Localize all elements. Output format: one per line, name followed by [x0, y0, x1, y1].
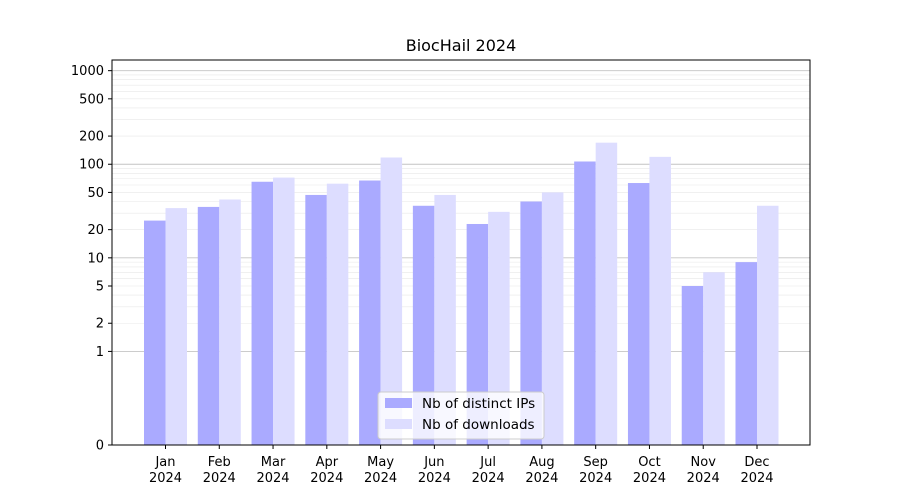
y-tick-label: 100 [79, 158, 104, 173]
x-tick-label-month: Apr [316, 455, 339, 470]
bar-downloads [273, 177, 295, 446]
y-tick-label: 1000 [71, 64, 104, 79]
x-tick-label-year: 2024 [149, 471, 182, 486]
x-tick-label-year: 2024 [740, 471, 773, 486]
legend-swatch-ips [385, 398, 412, 408]
x-tick-label-month: Oct [638, 455, 660, 470]
bar-ips [251, 181, 274, 446]
bar-ips [359, 180, 381, 446]
y-tick-label: 50 [87, 186, 104, 201]
x-tick-label-month: Dec [744, 455, 769, 470]
bars [144, 142, 779, 446]
bar-downloads [541, 192, 564, 445]
x-tick-label-month: Aug [529, 455, 554, 470]
x-tick-label-month: Feb [208, 455, 231, 470]
bar-downloads [326, 183, 349, 445]
bar-downloads [434, 194, 456, 445]
x-tick-label-year: 2024 [256, 471, 289, 486]
legend-swatch-downloads [385, 419, 412, 429]
y-tick-label: 2 [96, 317, 104, 332]
bar-ips [466, 223, 489, 445]
x-tick-label-year: 2024 [579, 471, 612, 486]
bar-ips [627, 183, 650, 446]
bar-ips [144, 220, 166, 445]
bar-ips [520, 201, 542, 445]
bar-downloads [488, 211, 510, 445]
y-tick-label: 500 [79, 92, 104, 107]
bar-ips [574, 161, 596, 445]
chart-title: BiocHail 2024 [406, 36, 517, 55]
plot-frame [111, 59, 811, 446]
bar-downloads [757, 205, 779, 445]
x-tick-label-year: 2024 [687, 471, 720, 486]
bar-downloads [165, 208, 187, 445]
legend: Nb of distinct IPs Nb of downloads [377, 391, 545, 440]
y-tick-label: 1 [96, 345, 104, 360]
x-tick-label-month: Sep [583, 455, 608, 470]
bar-downloads [649, 156, 671, 446]
y-tick-label: 200 [79, 130, 104, 145]
x-tick-label-month: Jul [479, 455, 496, 470]
x-axis: Jan2024Feb2024Mar2024Apr2024May2024Jun20… [149, 445, 774, 486]
x-tick-label-month: Nov [691, 455, 717, 470]
bar-ips [412, 205, 435, 445]
bar-downloads [703, 272, 725, 445]
bar-ips [681, 286, 704, 445]
x-tick-label-year: 2024 [633, 471, 666, 486]
bar-downloads [380, 157, 403, 445]
x-tick-label-year: 2024 [472, 471, 505, 486]
legend-label-ips: Nb of distinct IPs [422, 396, 535, 412]
bar-ips [735, 262, 757, 445]
y-tick-label: 20 [87, 223, 104, 238]
legend-box [377, 391, 545, 440]
y-tick-label: 0 [96, 439, 104, 454]
x-tick-label-month: Mar [261, 455, 286, 470]
legend-label-downloads: Nb of downloads [422, 417, 535, 433]
bar-downloads [219, 199, 241, 445]
y-tick-label: 10 [87, 251, 104, 266]
x-tick-label-year: 2024 [310, 471, 343, 486]
x-tick-label-year: 2024 [525, 471, 558, 486]
bar-ips [197, 206, 220, 445]
y-axis: 0 1 2 5 10 20 50 100 200 500 1000 [71, 64, 112, 454]
y-tick-label: 5 [96, 280, 104, 295]
x-tick-label-year: 2024 [203, 471, 236, 486]
x-tick-label-year: 2024 [418, 471, 451, 486]
bar-downloads [595, 142, 618, 445]
x-tick-label-month: May [367, 455, 394, 470]
bar-ips [305, 194, 327, 445]
x-tick-label-month: Jun [423, 455, 444, 470]
x-tick-label-month: Jan [154, 455, 175, 470]
x-tick-label-year: 2024 [364, 471, 397, 486]
